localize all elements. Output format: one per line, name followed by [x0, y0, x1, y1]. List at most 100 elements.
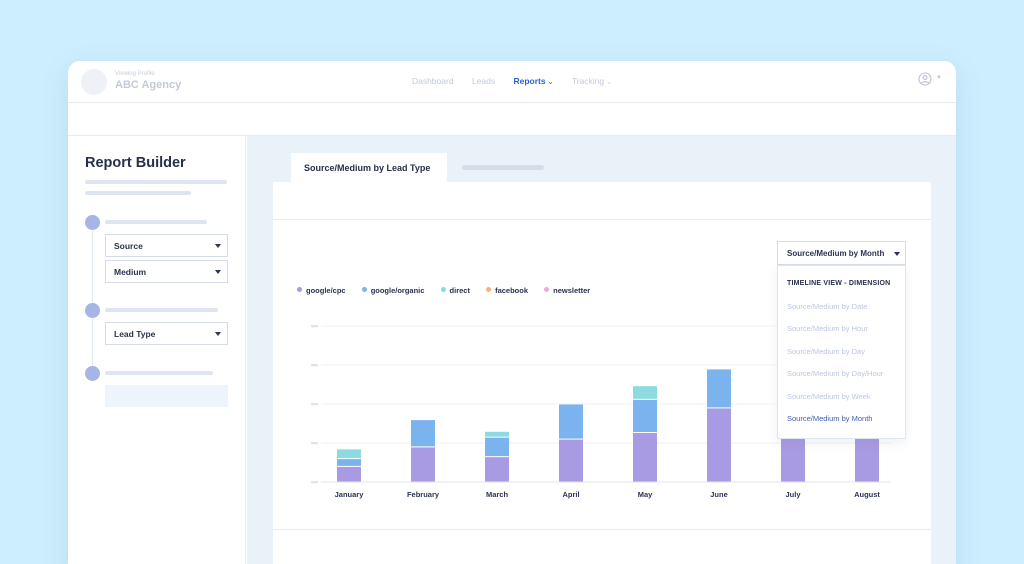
- nav-item-dashboard[interactable]: Dashboard: [412, 76, 454, 86]
- dropdown-option-selected[interactable]: Source/Medium by Month: [787, 414, 873, 423]
- x-tick-label: July: [785, 490, 801, 499]
- chevron-down-icon[interactable]: ▼: [936, 75, 942, 81]
- x-tick-label: February: [407, 490, 440, 499]
- nav-item-label: Leads: [471, 76, 496, 86]
- bar-segment-google-cpc: [633, 432, 657, 482]
- source-select[interactable]: Source: [105, 234, 228, 257]
- secondary-toolbar: [68, 103, 956, 136]
- lead-type-select[interactable]: Lead Type: [105, 322, 228, 345]
- dropdown-option[interactable]: Source/Medium by Week: [787, 392, 871, 401]
- step-label-placeholder: [105, 220, 207, 224]
- nav-item-leads[interactable]: Leads: [472, 76, 495, 86]
- report-panel: google/cpc google/organic direct faceboo…: [273, 182, 931, 564]
- legend-swatch: [486, 287, 492, 292]
- dropdown-option[interactable]: Source/Medium by Hour: [787, 324, 868, 333]
- timeline-dimension-dropdown[interactable]: Source/Medium by Month: [777, 241, 906, 265]
- medium-select[interactable]: Medium: [105, 260, 228, 283]
- placeholder-line: [85, 191, 191, 195]
- chevron-down-icon: ⌄: [547, 79, 554, 86]
- bar-segment-google-cpc: [559, 439, 583, 482]
- bar-segment-direct: [485, 431, 509, 437]
- placeholder-line: [85, 180, 227, 184]
- nav-item-label: Tracking: [571, 76, 605, 86]
- bar-segment-google-organic: [707, 369, 731, 408]
- bar-segment-direct: [633, 386, 657, 399]
- page-title: Report Builder: [85, 155, 186, 171]
- y-tick-mark: [311, 403, 318, 406]
- x-tick-label: May: [638, 490, 653, 499]
- bar-segment-google-organic: [411, 420, 435, 447]
- chart-legend: google/cpc google/organic direct faceboo…: [297, 286, 604, 295]
- profile-avatar[interactable]: [81, 69, 107, 95]
- profile-name[interactable]: ABC Agency: [115, 79, 182, 91]
- profile-caption: Viewing Profile: [115, 71, 155, 77]
- y-tick-mark: [311, 325, 318, 328]
- step-label-placeholder: [105, 308, 218, 312]
- legend-swatch: [297, 287, 302, 292]
- select-value: Lead Type: [114, 329, 156, 339]
- dropdown-option[interactable]: Source/Medium by Day: [787, 347, 865, 356]
- y-tick-mark: [311, 481, 318, 484]
- caret-down-icon: [215, 332, 221, 336]
- user-circle-icon[interactable]: [918, 72, 932, 86]
- legend-swatch: [361, 287, 367, 292]
- legend-label: facebook: [495, 286, 529, 295]
- tab-label: Source/Medium by Lead Type: [304, 163, 431, 173]
- bar-segment-google-cpc: [411, 447, 435, 482]
- legend-item[interactable]: google/cpc: [297, 286, 346, 295]
- x-tick-label: January: [335, 490, 365, 499]
- nav-item-tracking[interactable]: Tracking ⌄: [572, 76, 612, 86]
- bar-segment-google-organic: [559, 404, 583, 439]
- step-marker: [85, 215, 100, 230]
- legend-label: direct: [449, 286, 470, 295]
- tab-placeholder[interactable]: [462, 165, 544, 170]
- x-tick-label: August: [854, 490, 880, 499]
- bar-segment-google-organic: [337, 459, 361, 466]
- dropdown-header: TIMELINE VIEW - DIMENSION: [787, 280, 891, 287]
- step-marker: [85, 366, 100, 381]
- y-tick-mark: [311, 442, 318, 445]
- legend-swatch: [544, 287, 550, 292]
- step-marker: [85, 303, 100, 318]
- dropdown-option[interactable]: Source/Medium by Day/Hour: [787, 369, 884, 378]
- legend-label: google/cpc: [306, 286, 346, 295]
- bar-segment-google-cpc: [485, 457, 509, 482]
- x-tick-label: March: [486, 490, 509, 499]
- caret-down-icon: [215, 270, 221, 274]
- legend-item[interactable]: newsletter: [544, 286, 590, 295]
- bar-segment-google-organic: [485, 437, 509, 457]
- bar-segment-direct: [337, 449, 361, 459]
- top-navigation-bar: Viewing Profile ABC Agency Dashboard Lea…: [68, 61, 956, 103]
- legend-label: newsletter: [553, 286, 591, 295]
- step-placeholder-box: [105, 385, 228, 407]
- bar-segment-google-cpc: [337, 466, 361, 482]
- report-main-area: Source/Medium by Lead Type google/cpc go…: [247, 136, 956, 564]
- caret-down-icon: [215, 244, 221, 248]
- main-nav: Dashboard Leads Reports ⌄ Tracking ⌄: [68, 76, 956, 86]
- legend-swatch: [440, 287, 446, 292]
- legend-item[interactable]: google/organic: [361, 286, 425, 295]
- step-connector: [92, 228, 93, 374]
- nav-item-label: Dashboard: [411, 76, 454, 86]
- divider: [273, 219, 931, 220]
- tab-source-medium-by-lead-type[interactable]: Source/Medium by Lead Type: [291, 153, 447, 183]
- select-value: Medium: [114, 267, 147, 277]
- legend-item[interactable]: facebook: [486, 286, 528, 295]
- dropdown-menu: TIMELINE VIEW - DIMENSION Source/Medium …: [777, 265, 906, 439]
- bar-segment-google-organic: [633, 399, 657, 432]
- nav-item-reports[interactable]: Reports ⌄: [513, 76, 553, 86]
- chevron-down-icon: ⌄: [606, 79, 613, 86]
- divider: [273, 529, 931, 530]
- caret-down-icon: [894, 252, 900, 256]
- x-tick-label: June: [710, 490, 728, 499]
- select-value: Source: [114, 241, 143, 251]
- app-window: Viewing Profile ABC Agency Dashboard Lea…: [68, 61, 956, 564]
- step-label-placeholder: [105, 371, 213, 375]
- dropdown-option[interactable]: Source/Medium by Date: [787, 302, 868, 311]
- x-tick-label: April: [562, 490, 579, 499]
- report-builder-sidebar: Report Builder Source Medium Lead Type: [68, 136, 246, 564]
- y-tick-mark: [311, 364, 318, 367]
- dropdown-value: Source/Medium by Month: [787, 249, 885, 258]
- legend-item[interactable]: direct: [440, 286, 470, 295]
- legend-label: google/organic: [370, 286, 425, 295]
